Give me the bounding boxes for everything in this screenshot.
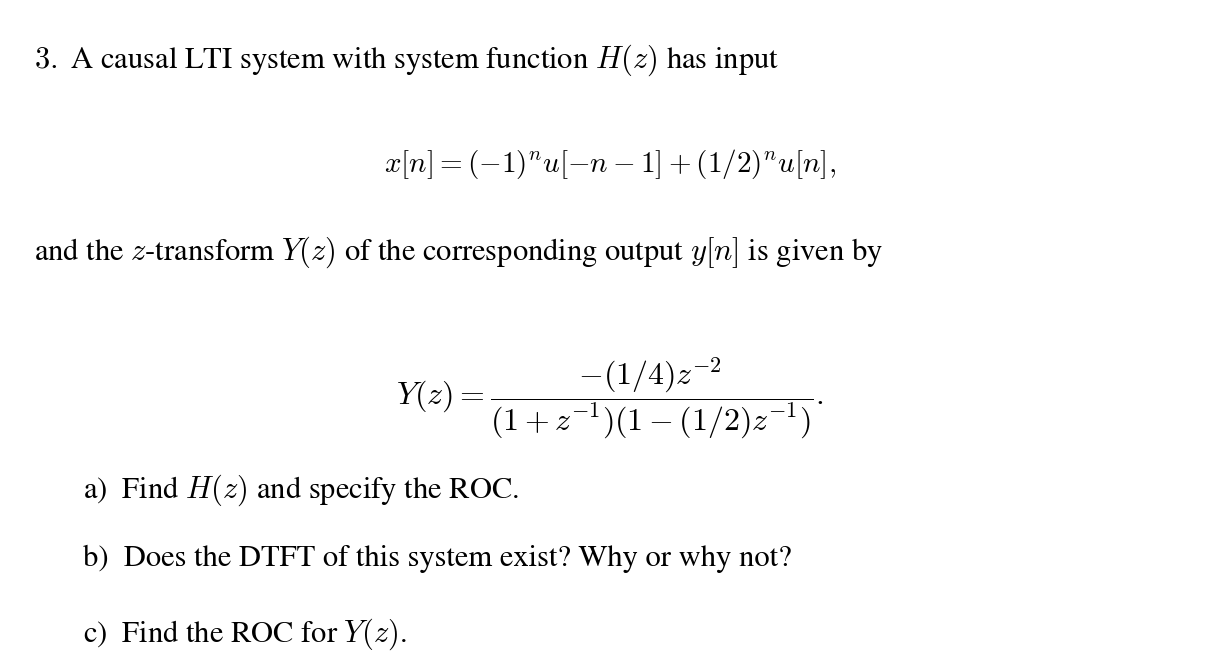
Text: $x[n] = (-1)^n u[-n-1] + (1/2)^n u[n],$: $x[n] = (-1)^n u[-n-1] + (1/2)^n u[n],$: [384, 147, 836, 181]
Text: and the $z$-transform $Y(z)$ of the corresponding output $y[n]$ is given by: and the $z$-transform $Y(z)$ of the corr…: [34, 235, 883, 270]
Text: b)  Does the DTFT of this system exist? Why or why not?: b) Does the DTFT of this system exist? W…: [83, 544, 792, 572]
Text: $\mathbf{3.}$ A causal LTI system with system function $H(z)$ has input: $\mathbf{3.}$ A causal LTI system with s…: [34, 42, 780, 78]
Text: a)  Find $H(z)$ and specify the ROC.: a) Find $H(z)$ and specify the ROC.: [83, 473, 518, 508]
Text: c)  Find the ROC for $Y(z)$.: c) Find the ROC for $Y(z)$.: [83, 616, 407, 651]
Text: $Y(z) = \dfrac{-(1/4)z^{-2}}{(1+z^{-1})(1-(1/2)z^{-1})}.$: $Y(z) = \dfrac{-(1/4)z^{-2}}{(1+z^{-1})(…: [396, 355, 824, 440]
